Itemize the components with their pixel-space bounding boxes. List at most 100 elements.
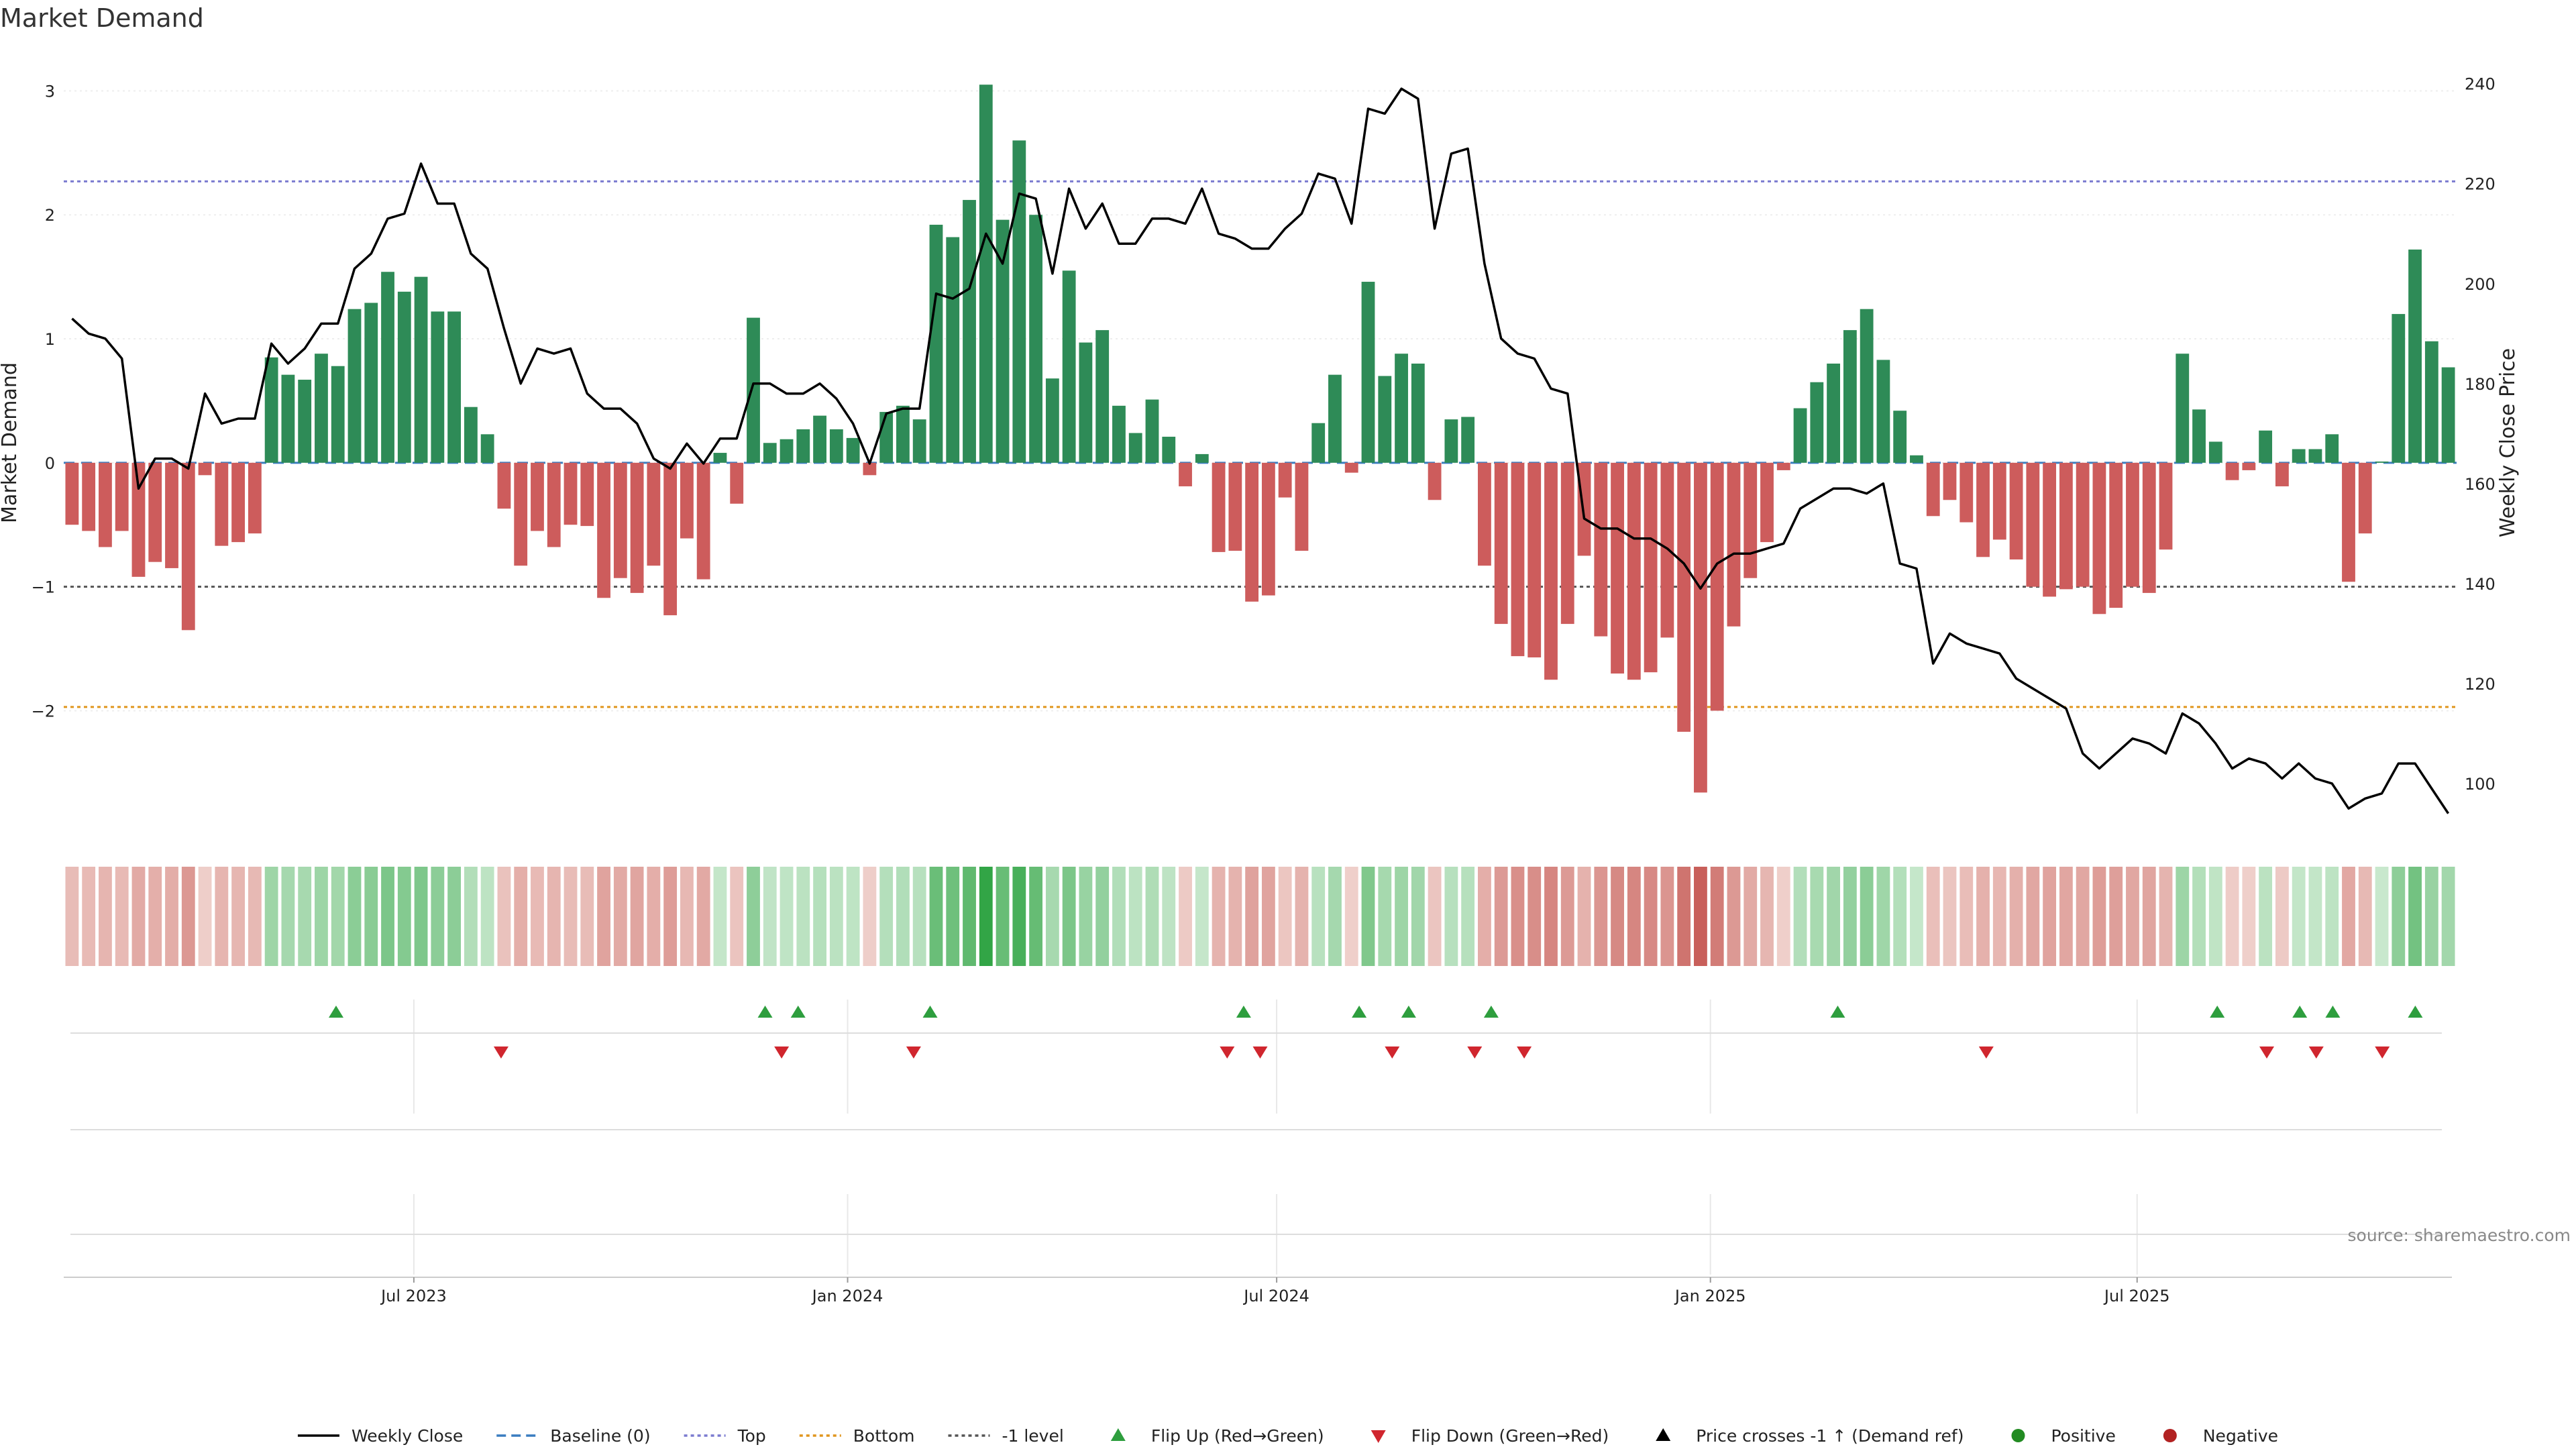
strip-cell — [215, 867, 229, 966]
demand-bar — [2292, 449, 2306, 463]
demand-bar — [1943, 462, 1957, 500]
strip-cell — [1611, 867, 1624, 966]
demand-bar — [780, 439, 794, 463]
strip-cell — [1494, 867, 1508, 966]
strip-cell — [464, 867, 478, 966]
demand-bar — [1145, 399, 1159, 463]
strip-cell — [1743, 867, 1758, 966]
strip-cell — [447, 867, 462, 966]
left-axis-ticks: −2 −1 0 1 2 3 — [32, 82, 55, 720]
x-tick-label: Jul 2025 — [2103, 1287, 2170, 1305]
demand-bar — [331, 366, 345, 463]
demand-bar — [1694, 462, 1707, 793]
legend-label: Positive — [2051, 1426, 2115, 1446]
left-tick-label: −2 — [32, 702, 55, 720]
legend-label: Bottom — [853, 1426, 915, 1446]
demand-bar — [763, 443, 777, 463]
demand-bar — [414, 276, 428, 463]
demand-bar — [2208, 441, 2222, 463]
demand-bar — [1893, 411, 1907, 463]
demand-bar — [796, 429, 810, 463]
strip-cell — [1560, 867, 1574, 966]
demand-bar — [647, 462, 661, 566]
strip-cell — [1261, 867, 1275, 966]
left-tick-label: 0 — [45, 454, 55, 473]
demand-bar — [215, 462, 229, 546]
grid-lines — [64, 90, 2457, 1275]
demand-bar — [1045, 378, 1059, 463]
demand-bar — [2009, 462, 2023, 559]
right-tick-label: 120 — [2465, 675, 2496, 694]
demand-bar — [1311, 423, 1326, 463]
demand-bar — [1776, 462, 1790, 470]
strip-cell — [198, 867, 212, 966]
demand-bar — [181, 462, 195, 631]
demand-bar — [1560, 462, 1574, 625]
strip-cell — [630, 867, 644, 966]
flip-up-marker — [922, 1006, 938, 1018]
demand-bar — [464, 407, 478, 463]
demand-bar — [1527, 462, 1542, 657]
strip-cell — [1428, 867, 1442, 966]
strip-cell — [1411, 867, 1425, 966]
strip-cell — [1344, 867, 1358, 966]
strip-cell — [896, 867, 910, 966]
demand-bar — [613, 462, 627, 578]
strip-cell — [2176, 867, 2190, 966]
left-tick-label: −1 — [32, 578, 55, 597]
demand-bar — [1212, 462, 1226, 552]
demand-bar — [2242, 462, 2256, 470]
strip-cell — [480, 867, 494, 966]
demand-bar — [298, 380, 312, 463]
strip-cell — [1179, 867, 1192, 966]
demand-bar — [1511, 462, 1525, 657]
strip-cell — [680, 867, 694, 966]
demand-bar — [1992, 462, 2006, 540]
strip-cell — [663, 867, 678, 966]
flip-up-marker — [2210, 1006, 2225, 1018]
strip-cell — [1461, 867, 1475, 966]
demand-bar — [580, 462, 594, 527]
legend-label: Flip Up (Red→Green) — [1151, 1426, 1324, 1446]
x-tick-label: Jul 2024 — [1242, 1287, 1309, 1305]
strip-cell — [2375, 867, 2389, 966]
right-tick-label: 100 — [2465, 775, 2496, 794]
strip-cell — [1195, 867, 1209, 966]
demand-bar — [99, 462, 112, 547]
demand-bar — [248, 462, 262, 534]
strip-cell — [713, 867, 727, 966]
strip-cell — [148, 867, 162, 966]
demand-bar — [82, 462, 96, 531]
x-tick-label: Jan 2024 — [811, 1287, 883, 1305]
demand-bar — [912, 419, 926, 463]
strip-cell — [1843, 867, 1857, 966]
flip-up-marker — [1483, 1006, 1499, 1018]
demand-bar — [1395, 354, 1408, 463]
demand-bar — [165, 462, 178, 568]
strip-cell — [1660, 867, 1674, 966]
demand-bar — [1960, 462, 1974, 523]
legend-label: Top — [737, 1426, 766, 1446]
demand-bar — [1228, 462, 1242, 551]
strip-cell — [613, 867, 627, 966]
demand-bar — [497, 462, 511, 509]
strip-cell — [863, 867, 877, 966]
strip-cell — [2424, 867, 2438, 966]
strip-cell — [2358, 867, 2372, 966]
demand-bar — [1029, 215, 1043, 463]
demand-bar — [547, 462, 561, 547]
demand-bar — [2408, 249, 2422, 463]
demand-bar — [447, 311, 462, 463]
demand-bar — [1461, 417, 1475, 463]
demand-bar — [1743, 462, 1758, 578]
demand-bar — [1062, 270, 1076, 463]
strip-cell — [531, 867, 544, 966]
demand-bar — [813, 415, 826, 463]
right-axis-label: Weekly Close Price — [2496, 348, 2520, 537]
right-tick-label: 160 — [2465, 475, 2496, 494]
demand-bar — [1611, 462, 1624, 674]
demand-bar — [1910, 455, 1923, 463]
legend-label: -1 level — [1002, 1426, 1063, 1446]
strip-cell — [2059, 867, 2073, 966]
strip-cell — [1943, 867, 1957, 966]
